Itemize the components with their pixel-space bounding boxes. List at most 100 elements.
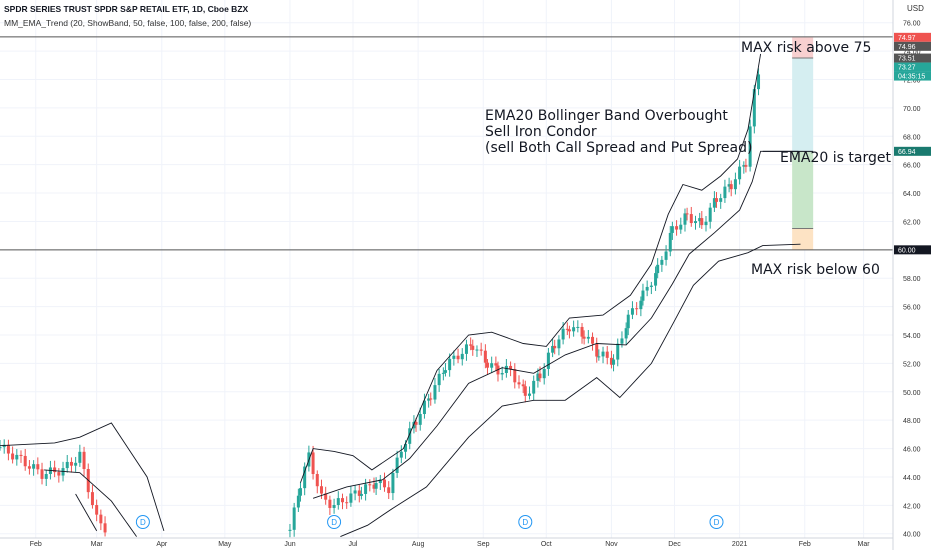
candle-body-8 — [32, 464, 36, 469]
y-tick-6: 64.00 — [903, 191, 921, 198]
price-tag-4 — [894, 71, 931, 81]
candle-body-79 — [494, 363, 498, 366]
candle-body-73 — [471, 345, 475, 350]
candle-body-86 — [521, 384, 525, 387]
horizontal-levels — [0, 36, 893, 251]
candle-body-90 — [536, 373, 540, 381]
candle-body-14 — [57, 472, 61, 476]
dividend-marker-1 — [327, 515, 342, 529]
x-tick-0: Feb — [30, 541, 42, 548]
candle-body-9 — [36, 464, 40, 470]
candle-body-33 — [315, 474, 319, 487]
candle-body-46 — [368, 484, 372, 486]
candle-body-2 — [6, 444, 10, 454]
candle-body-26 — [288, 529, 292, 531]
candle-body-142 — [727, 184, 731, 187]
candle-body-10 — [40, 469, 44, 479]
y-tick-13: 50.00 — [903, 390, 921, 397]
series-lower-band-0 — [75, 493, 98, 532]
candle-body-42 — [353, 490, 357, 494]
y-tick-0: 76.00 — [903, 21, 921, 28]
candle-body-44 — [359, 493, 363, 496]
x-tick-3: May — [218, 541, 232, 548]
candle-body-83 — [509, 365, 513, 370]
candle-body-53 — [395, 457, 399, 473]
candle-body-110 — [609, 357, 613, 365]
candle-body-51 — [387, 487, 391, 494]
y-tick-5: 66.00 — [903, 163, 921, 170]
x-tick-12: Feb — [799, 541, 811, 548]
candle-body-139 — [715, 198, 719, 202]
candle-body-104 — [586, 336, 590, 339]
candle-body-103 — [582, 336, 586, 339]
series-lines — [0, 53, 801, 538]
y-tick-16: 44.00 — [903, 475, 921, 482]
candle-body-4 — [15, 454, 19, 460]
price-tag-label-5: 66.94 — [898, 149, 916, 156]
candle-body-22 — [90, 492, 94, 506]
candle-body-146 — [742, 165, 746, 167]
y-tick-3: 70.00 — [903, 106, 921, 113]
price-tag-label-1: 74.96 — [898, 44, 916, 51]
y-tick-10: 56.00 — [903, 305, 921, 312]
y-tick-15: 46.00 — [903, 447, 921, 454]
candle-body-69 — [456, 355, 460, 360]
candle-body-6 — [23, 455, 27, 467]
candle-body-121 — [649, 285, 653, 287]
max-risk-below-label: MAX risk below 60 — [751, 262, 880, 278]
candle-body-134 — [698, 218, 702, 222]
candle-body-0 — [0, 447, 2, 449]
candle-body-131 — [685, 213, 689, 215]
candle-body-133 — [693, 221, 697, 224]
candle-body-107 — [597, 356, 601, 358]
dividend-marker-label-2: D — [522, 518, 528, 527]
candle-body-24 — [99, 514, 103, 524]
price-axis-bg — [893, 0, 932, 550]
indicator-legend[interactable]: MM_EMA_Trend (20, ShowBand, 50, false, 1… — [4, 18, 252, 28]
dividend-marker-3 — [709, 515, 724, 529]
candle-body-92 — [542, 368, 546, 379]
x-tick-8: Oct — [541, 541, 552, 548]
x-tick-1: Mar — [91, 541, 104, 548]
grid — [0, 0, 893, 538]
candle-body-113 — [620, 338, 624, 344]
x-tick-6: Aug — [412, 541, 425, 548]
y-tick-12: 52.00 — [903, 361, 921, 368]
note-line-3: (sell Both Call Spread and Put Spread) — [485, 140, 752, 156]
candle-body-39 — [340, 498, 344, 503]
candle-body-77 — [485, 362, 489, 368]
candle-body-17 — [69, 461, 73, 466]
candle-body-125 — [664, 251, 668, 260]
candle-body-34 — [319, 486, 323, 494]
price-tag-1 — [894, 41, 931, 51]
currency-label: USD — [907, 4, 924, 13]
candle-body-129 — [679, 224, 683, 230]
x-tick-7: Sep — [477, 541, 490, 548]
dividend-marker-label-3: D — [714, 518, 720, 527]
candle-body-119 — [641, 290, 645, 301]
candle-body-62 — [429, 398, 433, 400]
candle-body-98 — [565, 328, 569, 330]
candle-body-85 — [517, 382, 521, 385]
candle-body-105 — [591, 336, 595, 344]
dividend-marker-2 — [518, 515, 533, 529]
series-lower-band-1 — [340, 243, 801, 538]
candle-body-52 — [391, 472, 395, 494]
candle-body-108 — [601, 351, 605, 357]
candle-body-61 — [427, 398, 431, 401]
candle-body-101 — [576, 326, 580, 328]
note-line-1: EMA20 Bollinger Band Overbought — [485, 108, 728, 124]
candle-body-89 — [532, 380, 536, 394]
candle-body-81 — [500, 373, 504, 375]
candle-body-93 — [546, 352, 550, 369]
candles — [0, 68, 761, 538]
candle-body-99 — [567, 329, 571, 332]
candle-body-47 — [372, 484, 376, 489]
candle-body-84 — [513, 369, 517, 383]
price-tag-3 — [894, 62, 931, 72]
candle-body-5 — [19, 454, 23, 456]
candle-body-115 — [626, 314, 630, 329]
candle-body-91 — [538, 373, 542, 379]
